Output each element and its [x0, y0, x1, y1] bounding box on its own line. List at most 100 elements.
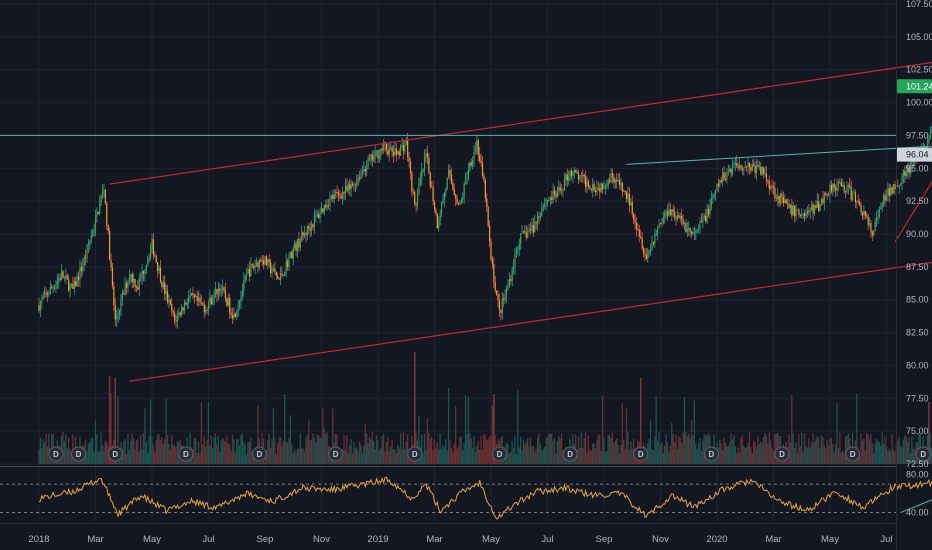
candle-body[interactable] — [288, 257, 290, 267]
candle-body[interactable] — [52, 287, 54, 289]
candle-body[interactable] — [901, 175, 903, 184]
candle-body[interactable] — [154, 254, 156, 257]
candle-body[interactable] — [789, 204, 792, 208]
candle-body[interactable] — [686, 228, 688, 233]
candle-body[interactable] — [774, 187, 776, 199]
candle-body[interactable] — [279, 273, 282, 280]
candle-body[interactable] — [726, 172, 728, 181]
candle-body[interactable] — [782, 196, 784, 203]
candle-body[interactable] — [863, 211, 865, 216]
candle-body[interactable] — [340, 196, 342, 199]
candle-body[interactable] — [818, 201, 820, 211]
candle-body[interactable] — [664, 212, 666, 217]
candle-body[interactable] — [449, 170, 451, 175]
candle-body[interactable] — [532, 225, 534, 233]
candle-body[interactable] — [262, 260, 265, 265]
dividend-marker[interactable] — [328, 446, 344, 462]
candle-body[interactable] — [695, 230, 697, 233]
candle-body[interactable] — [175, 320, 177, 322]
candle-body[interactable] — [840, 182, 842, 187]
candle-body[interactable] — [193, 295, 195, 298]
price-axis[interactable]: 107.50 105.00 102.50 100.00 97.50 95.00 92.50 9… — [906, 0, 932, 469]
candle-body[interactable] — [825, 193, 827, 195]
candle-body[interactable] — [281, 273, 283, 276]
candle-body[interactable] — [243, 279, 245, 292]
candle-body[interactable] — [370, 154, 372, 159]
candle-body[interactable] — [888, 188, 890, 196]
candle-body[interactable] — [103, 189, 105, 191]
candle-body[interactable] — [705, 216, 707, 222]
candle-body[interactable] — [791, 204, 793, 216]
candle-body[interactable] — [528, 229, 530, 232]
candle-body[interactable] — [92, 233, 94, 236]
candle-body[interactable] — [579, 177, 581, 180]
candle-body[interactable] — [350, 183, 352, 190]
candle-body[interactable] — [623, 191, 625, 192]
candle-body[interactable] — [801, 214, 803, 216]
candle-body[interactable] — [477, 140, 479, 155]
candle-body[interactable] — [609, 180, 611, 182]
candle-body[interactable] — [181, 307, 183, 315]
candle-body[interactable] — [620, 182, 622, 185]
candle-body[interactable] — [130, 274, 132, 277]
candle-body[interactable] — [638, 229, 640, 237]
candle-body[interactable] — [559, 187, 561, 191]
candle-body[interactable] — [652, 242, 655, 244]
candle-body[interactable] — [87, 244, 90, 246]
candle-body[interactable] — [332, 195, 334, 199]
candle-body[interactable] — [219, 288, 221, 292]
candle-body[interactable] — [190, 292, 193, 296]
candle-body[interactable] — [94, 217, 97, 229]
candle-body[interactable] — [339, 194, 341, 197]
candle-body[interactable] — [366, 167, 368, 172]
candle-body[interactable] — [710, 197, 712, 206]
candle-body[interactable] — [457, 203, 460, 205]
candle-body[interactable] — [750, 166, 752, 171]
candle-body[interactable] — [162, 282, 164, 287]
candle-body[interactable] — [117, 314, 119, 318]
candle-body[interactable] — [566, 174, 568, 181]
dividend-marker[interactable] — [491, 446, 507, 462]
candle-body[interactable] — [627, 194, 629, 199]
candle-body[interactable] — [568, 177, 570, 181]
candle-body[interactable] — [229, 298, 231, 313]
candle-body[interactable] — [188, 297, 190, 304]
candle-body[interactable] — [522, 231, 525, 232]
candle-body[interactable] — [110, 259, 112, 268]
candle-body[interactable] — [426, 153, 429, 159]
candle-body[interactable] — [859, 201, 861, 205]
candle-body[interactable] — [176, 314, 179, 322]
candle-body[interactable] — [666, 211, 669, 216]
candle-body[interactable] — [120, 299, 122, 311]
candle-body[interactable] — [819, 204, 821, 211]
candle-body[interactable] — [822, 198, 824, 204]
candle-body[interactable] — [624, 191, 626, 193]
candle-body[interactable] — [481, 162, 484, 176]
candle-body[interactable] — [309, 228, 311, 231]
candle-body[interactable] — [761, 167, 763, 175]
candle-body[interactable] — [100, 196, 102, 203]
candle-body[interactable] — [313, 216, 316, 228]
candle-body[interactable] — [93, 228, 95, 234]
candle-body[interactable] — [53, 287, 56, 289]
candle-body[interactable] — [326, 205, 328, 208]
candle-body[interactable] — [296, 238, 299, 251]
candle-body[interactable] — [113, 285, 115, 306]
neckline-trendline[interactable] — [626, 138, 932, 165]
candle-body[interactable] — [590, 188, 592, 191]
candle-body[interactable] — [743, 167, 745, 171]
candle-body[interactable] — [65, 275, 67, 278]
candle-body[interactable] — [729, 168, 731, 172]
candle-body[interactable] — [707, 209, 710, 215]
dividend-marker[interactable] — [562, 446, 578, 462]
candle-body[interactable] — [131, 274, 133, 283]
dividend-markers[interactable]: DDDDDDDDDDDDDDDD — [48, 446, 932, 462]
candle-body[interactable] — [829, 184, 831, 196]
candle-body[interactable] — [501, 298, 503, 313]
candle-body[interactable] — [611, 173, 614, 177]
candle-body[interactable] — [596, 187, 598, 193]
candle-body[interactable] — [616, 179, 618, 182]
candle-body[interactable] — [551, 197, 553, 201]
candle-body[interactable] — [850, 186, 852, 200]
candle-body[interactable] — [601, 183, 604, 189]
